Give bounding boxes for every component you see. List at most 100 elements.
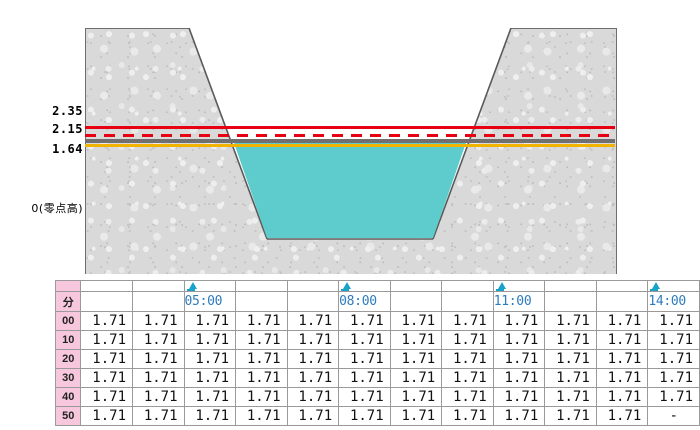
reading-cell: 1.71 <box>647 311 700 331</box>
table-row: 40 1.71 1.71 1.71 1.71 1.71 1.71 1.71 1.71 1.71 1.… <box>54 387 700 407</box>
time-label-cell: 14:00 <box>647 291 700 312</box>
reading-cell: 1.71 <box>492 330 546 350</box>
triangle-marker-icon <box>652 281 661 289</box>
table-row: 10 1.71 1.71 1.71 1.71 1.71 1.71 1.71 1.71 1.71 1.… <box>54 330 700 350</box>
time-cell-empty <box>544 291 597 312</box>
row-header-minute: 40 <box>54 387 82 407</box>
marker-cell-empty <box>235 280 288 292</box>
table-row: 00 1.71 1.71 1.71 1.71 1.71 1.71 1.71 1.71 1.71 1.… <box>54 311 700 331</box>
time-label-cell: 08:00 <box>338 291 391 312</box>
time-cell-empty <box>132 291 185 312</box>
reading-cell: 1.71 <box>80 387 133 407</box>
reading-cell: 1.71 <box>80 330 133 350</box>
reading-cell: 1.71 <box>80 311 133 331</box>
time-label-row: 分 05:00 08:00 11:00 14:00 <box>54 291 700 312</box>
reading-cell: 1.71 <box>595 387 649 407</box>
reading-cell: 1.71 <box>338 406 391 426</box>
label-datum-zero: 0(零点高) <box>31 202 83 215</box>
reading-cell: 1.71 <box>389 406 443 426</box>
reading-cell: 1.71 <box>441 387 494 407</box>
reading-cell: 1.71 <box>544 330 597 350</box>
reading-cell: 1.71 <box>183 311 237 331</box>
marker-cell-empty <box>80 280 133 292</box>
marker-cell-empty <box>286 280 340 292</box>
table-row: 30 1.71 1.71 1.71 1.71 1.71 1.71 1.71 1.71 1.71 1.… <box>54 368 700 388</box>
row-header-minute: 30 <box>54 368 82 388</box>
reading-cell: 1.71 <box>132 406 185 426</box>
table-row: 20 1.71 1.71 1.71 1.71 1.71 1.71 1.71 1.71 1.71 1.… <box>54 349 700 369</box>
reading-cell: 1.71 <box>647 368 700 388</box>
marker-cell-empty <box>132 280 185 292</box>
time-label-cell: 11:00 <box>492 291 546 312</box>
reading-cell: 1.71 <box>492 406 546 426</box>
level-line-235 <box>85 126 615 129</box>
reading-cell: 1.71 <box>235 330 288 350</box>
label-level-215: 2.15 <box>52 122 83 136</box>
reading-cell: 1.71 <box>286 387 340 407</box>
reading-cell: 1.71 <box>183 387 237 407</box>
reading-cell: 1.71 <box>441 311 494 331</box>
level-line-164 <box>85 144 615 147</box>
reading-cell: 1.71 <box>338 349 391 369</box>
reading-cell: 1.71 <box>235 368 288 388</box>
level-line-215-dashed <box>85 134 615 137</box>
reading-cell: 1.71 <box>441 349 494 369</box>
marker-row-corner <box>54 280 82 292</box>
reading-cell: 1.71 <box>132 349 185 369</box>
reading-cell: 1.71 <box>492 368 546 388</box>
time-cell-empty <box>80 291 133 312</box>
reading-cell: 1.71 <box>183 330 237 350</box>
reading-cell: 1.71 <box>647 330 700 350</box>
reading-cell: 1.71 <box>492 311 546 331</box>
reading-cell: 1.71 <box>389 368 443 388</box>
marker-cell-empty <box>544 280 597 292</box>
triangle-marker-stem-icon <box>650 288 659 291</box>
reading-cell: 1.71 <box>286 311 340 331</box>
reading-cell: 1.71 <box>647 349 700 369</box>
reading-cell: 1.71 <box>183 349 237 369</box>
triangle-marker-stem-icon <box>186 288 195 291</box>
reading-cell: 1.71 <box>544 368 597 388</box>
time-cell-empty <box>389 291 443 312</box>
row-header-minute: 00 <box>54 311 82 331</box>
readings-table-body: 分 05:00 08:00 11:00 14:00 00 1.71 1.71 1.71 1.71 1… <box>54 280 700 426</box>
reading-cell: 1.71 <box>132 311 185 331</box>
reading-cell: 1.71 <box>595 368 649 388</box>
reading-cell: 1.71 <box>235 406 288 426</box>
time-marker-cell <box>338 280 391 292</box>
reading-cell: 1.71 <box>235 311 288 331</box>
bank-top-line <box>85 139 615 143</box>
row-header-minute: 10 <box>54 330 82 350</box>
reading-cell: 1.71 <box>389 387 443 407</box>
readings-table-container: 分 05:00 08:00 11:00 14:00 00 1.71 1.71 1.71 1.71 1… <box>54 280 700 426</box>
time-cell-empty <box>441 291 494 312</box>
reading-cell: 1.71 <box>595 311 649 331</box>
time-label-cell: 05:00 <box>183 291 237 312</box>
reading-cell: 1.71 <box>441 330 494 350</box>
triangle-marker-icon <box>188 281 197 289</box>
reading-cell: 1.71 <box>338 330 391 350</box>
reading-cell: 1.71 <box>338 387 391 407</box>
reading-cell: 1.71 <box>338 368 391 388</box>
triangle-marker-stem-icon <box>495 288 504 291</box>
reading-cell: 1.71 <box>286 330 340 350</box>
reading-cell: 1.71 <box>286 406 340 426</box>
reading-cell: 1.71 <box>389 311 443 331</box>
reading-cell: 1.71 <box>647 387 700 407</box>
row-header-minute: 20 <box>54 349 82 369</box>
reading-cell: - <box>647 406 700 426</box>
reading-cell: 1.71 <box>389 330 443 350</box>
time-marker-cell <box>647 280 700 292</box>
reading-cell: 1.71 <box>595 330 649 350</box>
time-marker-row <box>54 280 700 292</box>
row-header-minute: 50 <box>54 406 82 426</box>
reading-cell: 1.71 <box>183 368 237 388</box>
reading-cell: 1.71 <box>492 349 546 369</box>
time-cell-empty <box>235 291 288 312</box>
triangle-marker-icon <box>497 281 506 289</box>
time-marker-cell <box>492 280 546 292</box>
reading-cell: 1.71 <box>80 406 133 426</box>
reading-cell: 1.71 <box>132 330 185 350</box>
time-cell-empty <box>286 291 340 312</box>
reading-cell: 1.71 <box>595 406 649 426</box>
